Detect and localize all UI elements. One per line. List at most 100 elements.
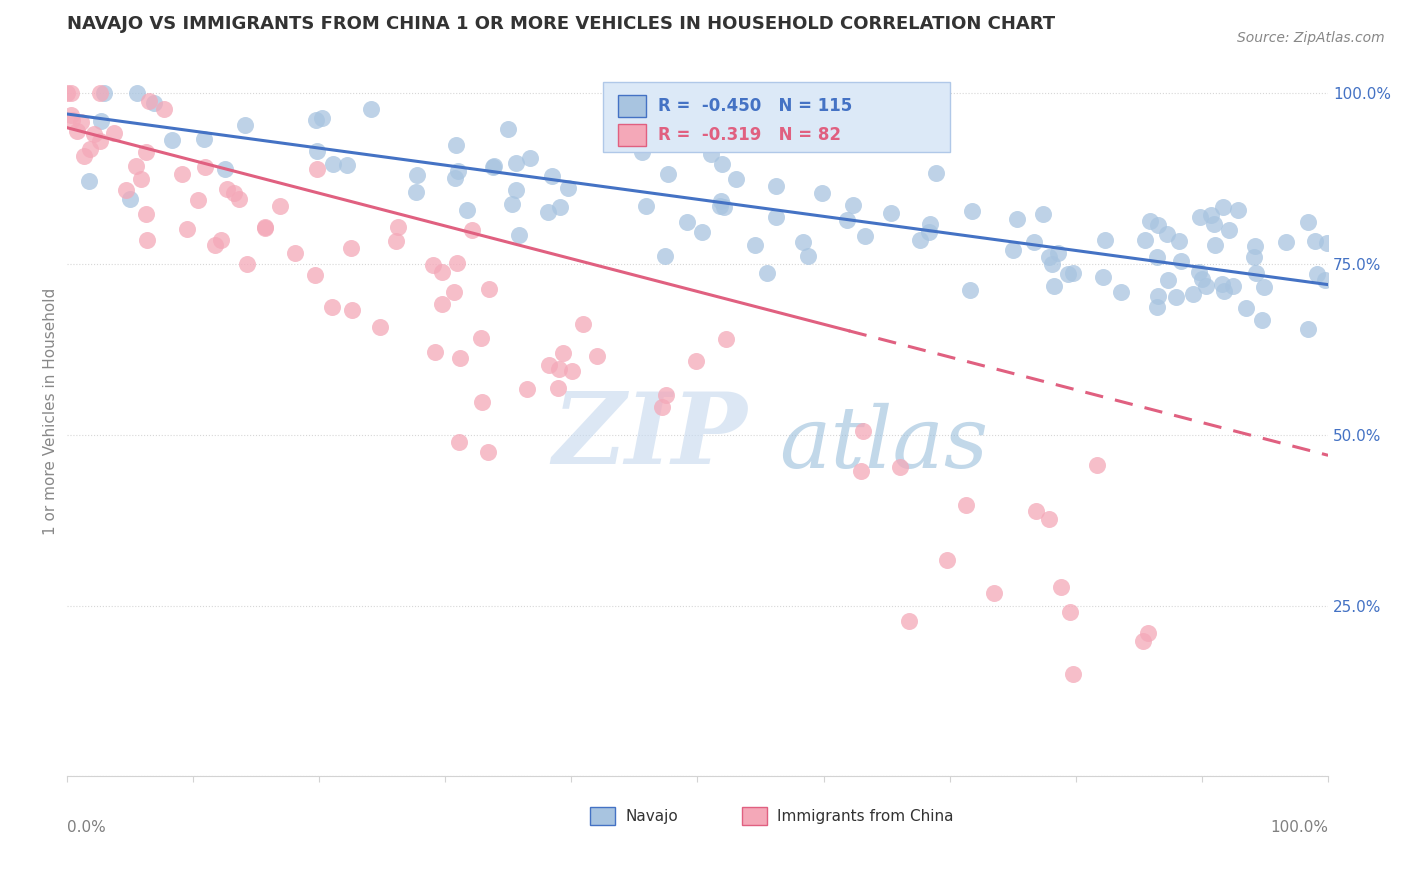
Point bbox=[537, 205, 560, 219]
Point bbox=[60, 108, 83, 122]
Point bbox=[920, 217, 942, 231]
Point bbox=[1146, 250, 1168, 264]
Point bbox=[1244, 239, 1267, 253]
Point bbox=[1042, 279, 1064, 293]
Point bbox=[713, 200, 735, 214]
Point bbox=[547, 362, 569, 376]
Point bbox=[1226, 202, 1249, 217]
Point bbox=[1199, 208, 1222, 222]
Point bbox=[553, 345, 575, 359]
Point bbox=[685, 353, 707, 368]
Point bbox=[1222, 279, 1244, 293]
Point bbox=[557, 181, 579, 195]
Point bbox=[79, 142, 101, 156]
Point bbox=[1040, 257, 1063, 271]
Point bbox=[1139, 213, 1161, 227]
Point bbox=[470, 395, 492, 409]
Point bbox=[89, 134, 111, 148]
Point bbox=[935, 553, 957, 567]
Point bbox=[1305, 234, 1327, 248]
Point bbox=[1168, 234, 1191, 248]
Point bbox=[1181, 287, 1204, 301]
Point bbox=[449, 351, 471, 365]
Point bbox=[176, 222, 198, 236]
Point bbox=[482, 159, 505, 173]
Point bbox=[447, 434, 470, 449]
Point bbox=[1305, 268, 1327, 282]
Point bbox=[617, 112, 640, 127]
Point bbox=[1085, 458, 1108, 472]
Point bbox=[955, 498, 977, 512]
Point bbox=[93, 87, 115, 101]
Point bbox=[322, 157, 344, 171]
Point bbox=[228, 192, 250, 206]
Point bbox=[498, 121, 520, 136]
Point bbox=[852, 424, 875, 438]
Point bbox=[66, 124, 89, 138]
Point bbox=[193, 132, 215, 146]
Point bbox=[478, 282, 501, 296]
Point bbox=[505, 183, 527, 197]
Point bbox=[143, 95, 166, 110]
Point bbox=[1243, 250, 1265, 264]
Point bbox=[477, 445, 499, 459]
Point bbox=[1211, 277, 1233, 292]
Point bbox=[446, 164, 468, 178]
Point bbox=[1147, 289, 1170, 303]
Point bbox=[1005, 212, 1028, 227]
Point bbox=[1135, 233, 1157, 247]
Point bbox=[792, 235, 814, 249]
Point bbox=[60, 113, 83, 128]
Point bbox=[125, 87, 148, 101]
Point bbox=[880, 206, 903, 220]
Point bbox=[765, 211, 787, 225]
Point bbox=[572, 317, 595, 331]
Point bbox=[432, 265, 454, 279]
Point bbox=[1195, 278, 1218, 293]
Point bbox=[541, 169, 564, 183]
Point bbox=[360, 103, 382, 117]
Point bbox=[194, 160, 217, 174]
Point bbox=[910, 234, 932, 248]
Point bbox=[516, 382, 538, 396]
Point bbox=[519, 151, 541, 165]
Point bbox=[1057, 267, 1080, 281]
Point bbox=[547, 381, 569, 395]
Point bbox=[307, 145, 329, 159]
Point bbox=[305, 112, 328, 127]
Point bbox=[983, 586, 1005, 600]
Point bbox=[505, 156, 527, 170]
Point bbox=[1091, 270, 1114, 285]
Point bbox=[83, 127, 105, 141]
Point bbox=[654, 248, 676, 262]
Point bbox=[1156, 227, 1178, 241]
Point bbox=[837, 213, 859, 227]
Point bbox=[214, 162, 236, 177]
Point bbox=[1022, 235, 1045, 249]
Point bbox=[796, 249, 818, 263]
Point bbox=[443, 285, 465, 300]
Point bbox=[307, 161, 329, 176]
Point bbox=[897, 615, 920, 629]
Point bbox=[368, 320, 391, 334]
Point bbox=[321, 301, 343, 315]
Point bbox=[765, 179, 787, 194]
Text: Source: ZipAtlas.com: Source: ZipAtlas.com bbox=[1237, 31, 1385, 45]
Point bbox=[118, 192, 141, 206]
Text: Navajo: Navajo bbox=[626, 809, 678, 824]
Point bbox=[1170, 254, 1192, 268]
Point bbox=[304, 268, 326, 283]
Text: 100.0%: 100.0% bbox=[1270, 820, 1329, 835]
Point bbox=[209, 234, 232, 248]
Text: atlas: atlas bbox=[779, 402, 988, 485]
Point bbox=[1244, 266, 1267, 280]
Point bbox=[160, 133, 183, 147]
Point bbox=[960, 204, 983, 219]
Bar bbox=[617, 124, 645, 146]
Point bbox=[253, 220, 276, 235]
Point bbox=[1253, 280, 1275, 294]
Point bbox=[651, 400, 673, 414]
Point bbox=[73, 149, 96, 163]
Point bbox=[114, 183, 136, 197]
Point bbox=[90, 113, 112, 128]
